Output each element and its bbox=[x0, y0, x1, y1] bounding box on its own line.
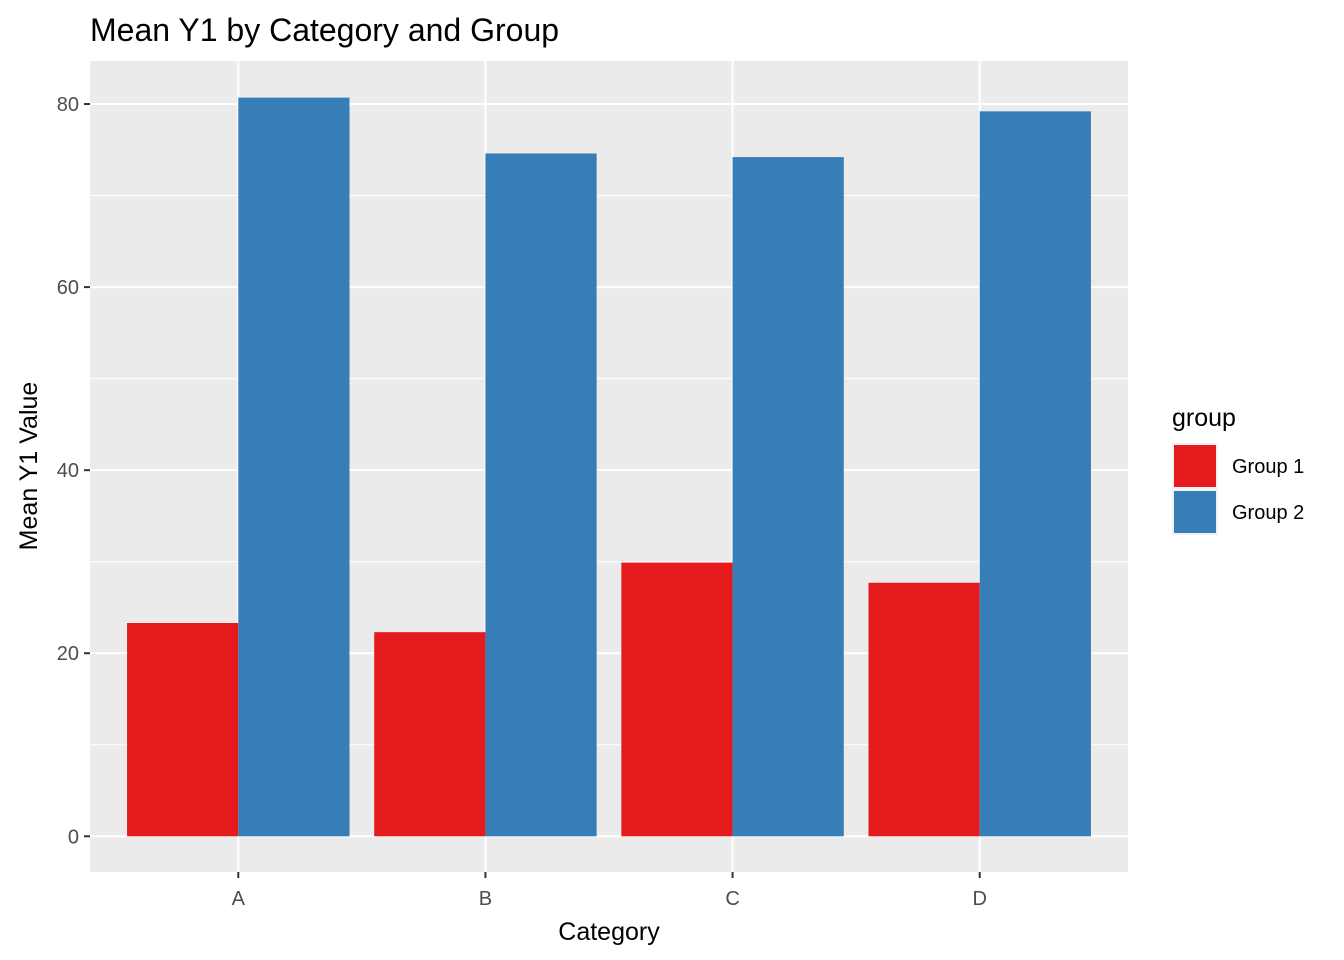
x-tick-label: C bbox=[725, 888, 739, 910]
bar-c-group-2 bbox=[732, 157, 844, 837]
x-tick-label: A bbox=[232, 888, 246, 910]
legend-key-group-2 bbox=[1174, 491, 1216, 533]
legend-key-group-1 bbox=[1174, 445, 1216, 487]
x-tick-label: B bbox=[479, 888, 492, 910]
legend-items: Group 1 Group 2 bbox=[1172, 443, 1304, 535]
y-tick-label: 20 bbox=[57, 643, 79, 665]
x-tick-label: D bbox=[972, 888, 986, 910]
legend: group Group 1 Group 2 bbox=[1172, 404, 1304, 535]
legend-title: group bbox=[1172, 404, 1236, 432]
legend-label: Group 1 bbox=[1232, 456, 1304, 478]
y-axis: 0 20 40 60 80 bbox=[57, 94, 90, 848]
y-tick-label: 0 bbox=[68, 826, 79, 848]
bar-b-group-1 bbox=[374, 632, 486, 837]
bar-b-group-2 bbox=[485, 153, 597, 837]
y-axis-title: Mean Y1 Value bbox=[15, 382, 43, 551]
x-axis-title: Category bbox=[558, 918, 660, 946]
chart-title: Mean Y1 by Category and Group bbox=[90, 12, 559, 48]
bar-c-group-1 bbox=[621, 562, 733, 837]
bar-d-group-2 bbox=[979, 111, 1091, 837]
bars bbox=[127, 97, 1091, 837]
y-tick-label: 60 bbox=[57, 277, 79, 299]
bar-a-group-2 bbox=[238, 97, 350, 837]
x-axis: A B C D bbox=[232, 872, 987, 910]
y-tick-label: 40 bbox=[57, 460, 79, 482]
y-tick-label: 80 bbox=[57, 94, 79, 116]
bar-a-group-1 bbox=[127, 623, 239, 837]
legend-label: Group 2 bbox=[1232, 502, 1304, 524]
bar-d-group-1 bbox=[868, 582, 980, 837]
